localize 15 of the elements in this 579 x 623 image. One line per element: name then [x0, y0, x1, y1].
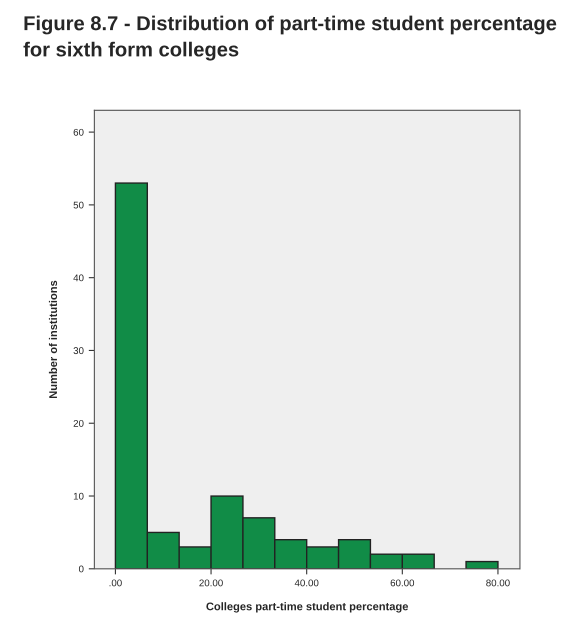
x-tick-label: .00	[110, 579, 122, 586]
x-tick-label: 60.00	[390, 579, 414, 586]
y-tick-label: 30	[74, 347, 84, 354]
x-tick-label: 20.00	[199, 579, 223, 586]
y-tick-label: 20	[74, 420, 84, 427]
y-tick-label: 60	[74, 128, 84, 136]
y-tick-label: 40	[73, 274, 84, 282]
y-tick-label: 0	[78, 566, 84, 572]
chart-title: Figure 8.7 - Distribution of part-time student percentage for sixth form colleges	[24, 16, 556, 61]
y-tick-label: 10	[74, 492, 84, 500]
x-axis-title: Colleges part-time student percentage	[206, 602, 408, 613]
x-tick-label: 40.00	[294, 579, 318, 586]
y-axis-title: Number of institutions	[48, 280, 58, 398]
x-tick-label: 80.00	[486, 579, 510, 586]
y-tick-label: 50	[74, 202, 84, 209]
